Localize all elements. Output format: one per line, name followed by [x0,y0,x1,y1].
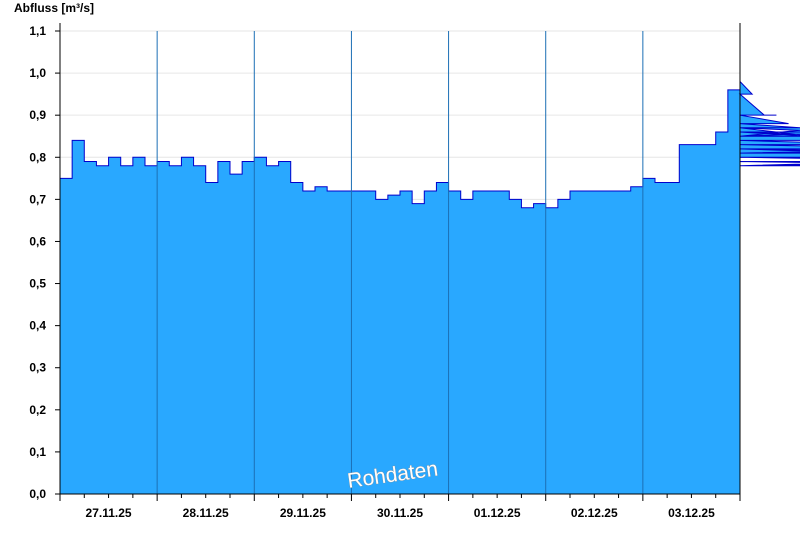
y-tick-label: 0,8 [29,150,46,164]
x-tick-label: 28.11.25 [183,506,229,520]
x-tick-label: 02.12.25 [571,506,618,520]
y-tick-label: 0,3 [29,361,46,375]
x-tick-label: 27.11.25 [86,506,132,520]
discharge-area [59,80,800,495]
x-tick-label: 01.12.25 [474,506,521,520]
x-tick-label: 29.11.25 [280,506,326,520]
x-tick-label: 30.11.25 [377,506,423,520]
y-tick-label: 0,2 [29,403,46,417]
y-tick-label: 0,4 [29,319,46,333]
label-layer: 0,0 0,1 0,2 0,3 0,4 0,5 0,6 0,7 0,8 0,9 1,0 1,1 27.1… [29,24,715,520]
axis-layer [55,23,741,501]
y-axis-title: Abfluss [m³/s] [14,1,95,15]
y-tick-label: 0,1 [29,445,46,459]
y-tick-label: 0,5 [29,277,46,291]
y-tick-label: 0,7 [29,192,46,206]
x-tick-label: 03.12.25 [668,506,715,520]
y-tick-label: 0,0 [29,487,46,501]
area-layer [59,31,800,495]
y-tick-label: 0,6 [29,234,46,248]
y-tick-label: 1,1 [29,24,46,38]
y-tick-label: 0,9 [29,108,46,122]
y-tick-label: 1,0 [29,66,46,80]
